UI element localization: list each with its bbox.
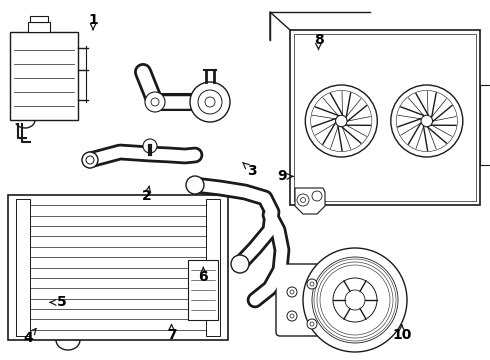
Circle shape (86, 156, 94, 164)
Circle shape (310, 322, 314, 326)
Circle shape (287, 311, 297, 321)
Circle shape (145, 92, 165, 112)
Bar (206, 199, 220, 336)
Bar (188, 260, 218, 320)
FancyBboxPatch shape (276, 264, 354, 336)
Text: 1: 1 (88, 13, 98, 30)
Text: 10: 10 (392, 325, 412, 342)
Circle shape (310, 282, 314, 286)
Circle shape (421, 115, 433, 127)
Bar (294, 34, 476, 201)
Circle shape (307, 319, 317, 329)
Circle shape (231, 255, 249, 273)
Circle shape (312, 191, 322, 201)
Circle shape (391, 85, 463, 157)
Circle shape (287, 287, 297, 297)
Circle shape (190, 82, 230, 122)
Circle shape (143, 139, 157, 153)
Circle shape (305, 85, 377, 157)
Text: 2: 2 (142, 186, 152, 203)
Circle shape (297, 194, 309, 206)
Circle shape (300, 198, 305, 202)
Bar (290, 30, 480, 205)
Text: 7: 7 (167, 324, 176, 342)
Text: 4: 4 (23, 329, 36, 345)
Bar (16, 199, 30, 336)
Polygon shape (295, 188, 325, 214)
Circle shape (82, 152, 98, 168)
Text: 5: 5 (50, 296, 66, 309)
Text: 8: 8 (314, 33, 323, 50)
Circle shape (307, 279, 317, 289)
Circle shape (336, 115, 347, 127)
Circle shape (312, 257, 398, 343)
Bar (28, 22, 50, 32)
Text: 3: 3 (243, 162, 257, 178)
Circle shape (186, 176, 204, 194)
Circle shape (205, 97, 215, 107)
Circle shape (290, 314, 294, 318)
Circle shape (333, 278, 377, 322)
Circle shape (303, 248, 407, 352)
Bar (480, 85, 490, 165)
Circle shape (345, 290, 365, 310)
Bar (8, 195, 228, 340)
Circle shape (151, 98, 159, 106)
Circle shape (198, 90, 222, 114)
Bar (30, 16, 48, 22)
Bar (10, 32, 78, 120)
Text: 9: 9 (277, 170, 293, 183)
Circle shape (290, 290, 294, 294)
Text: 6: 6 (198, 267, 208, 284)
